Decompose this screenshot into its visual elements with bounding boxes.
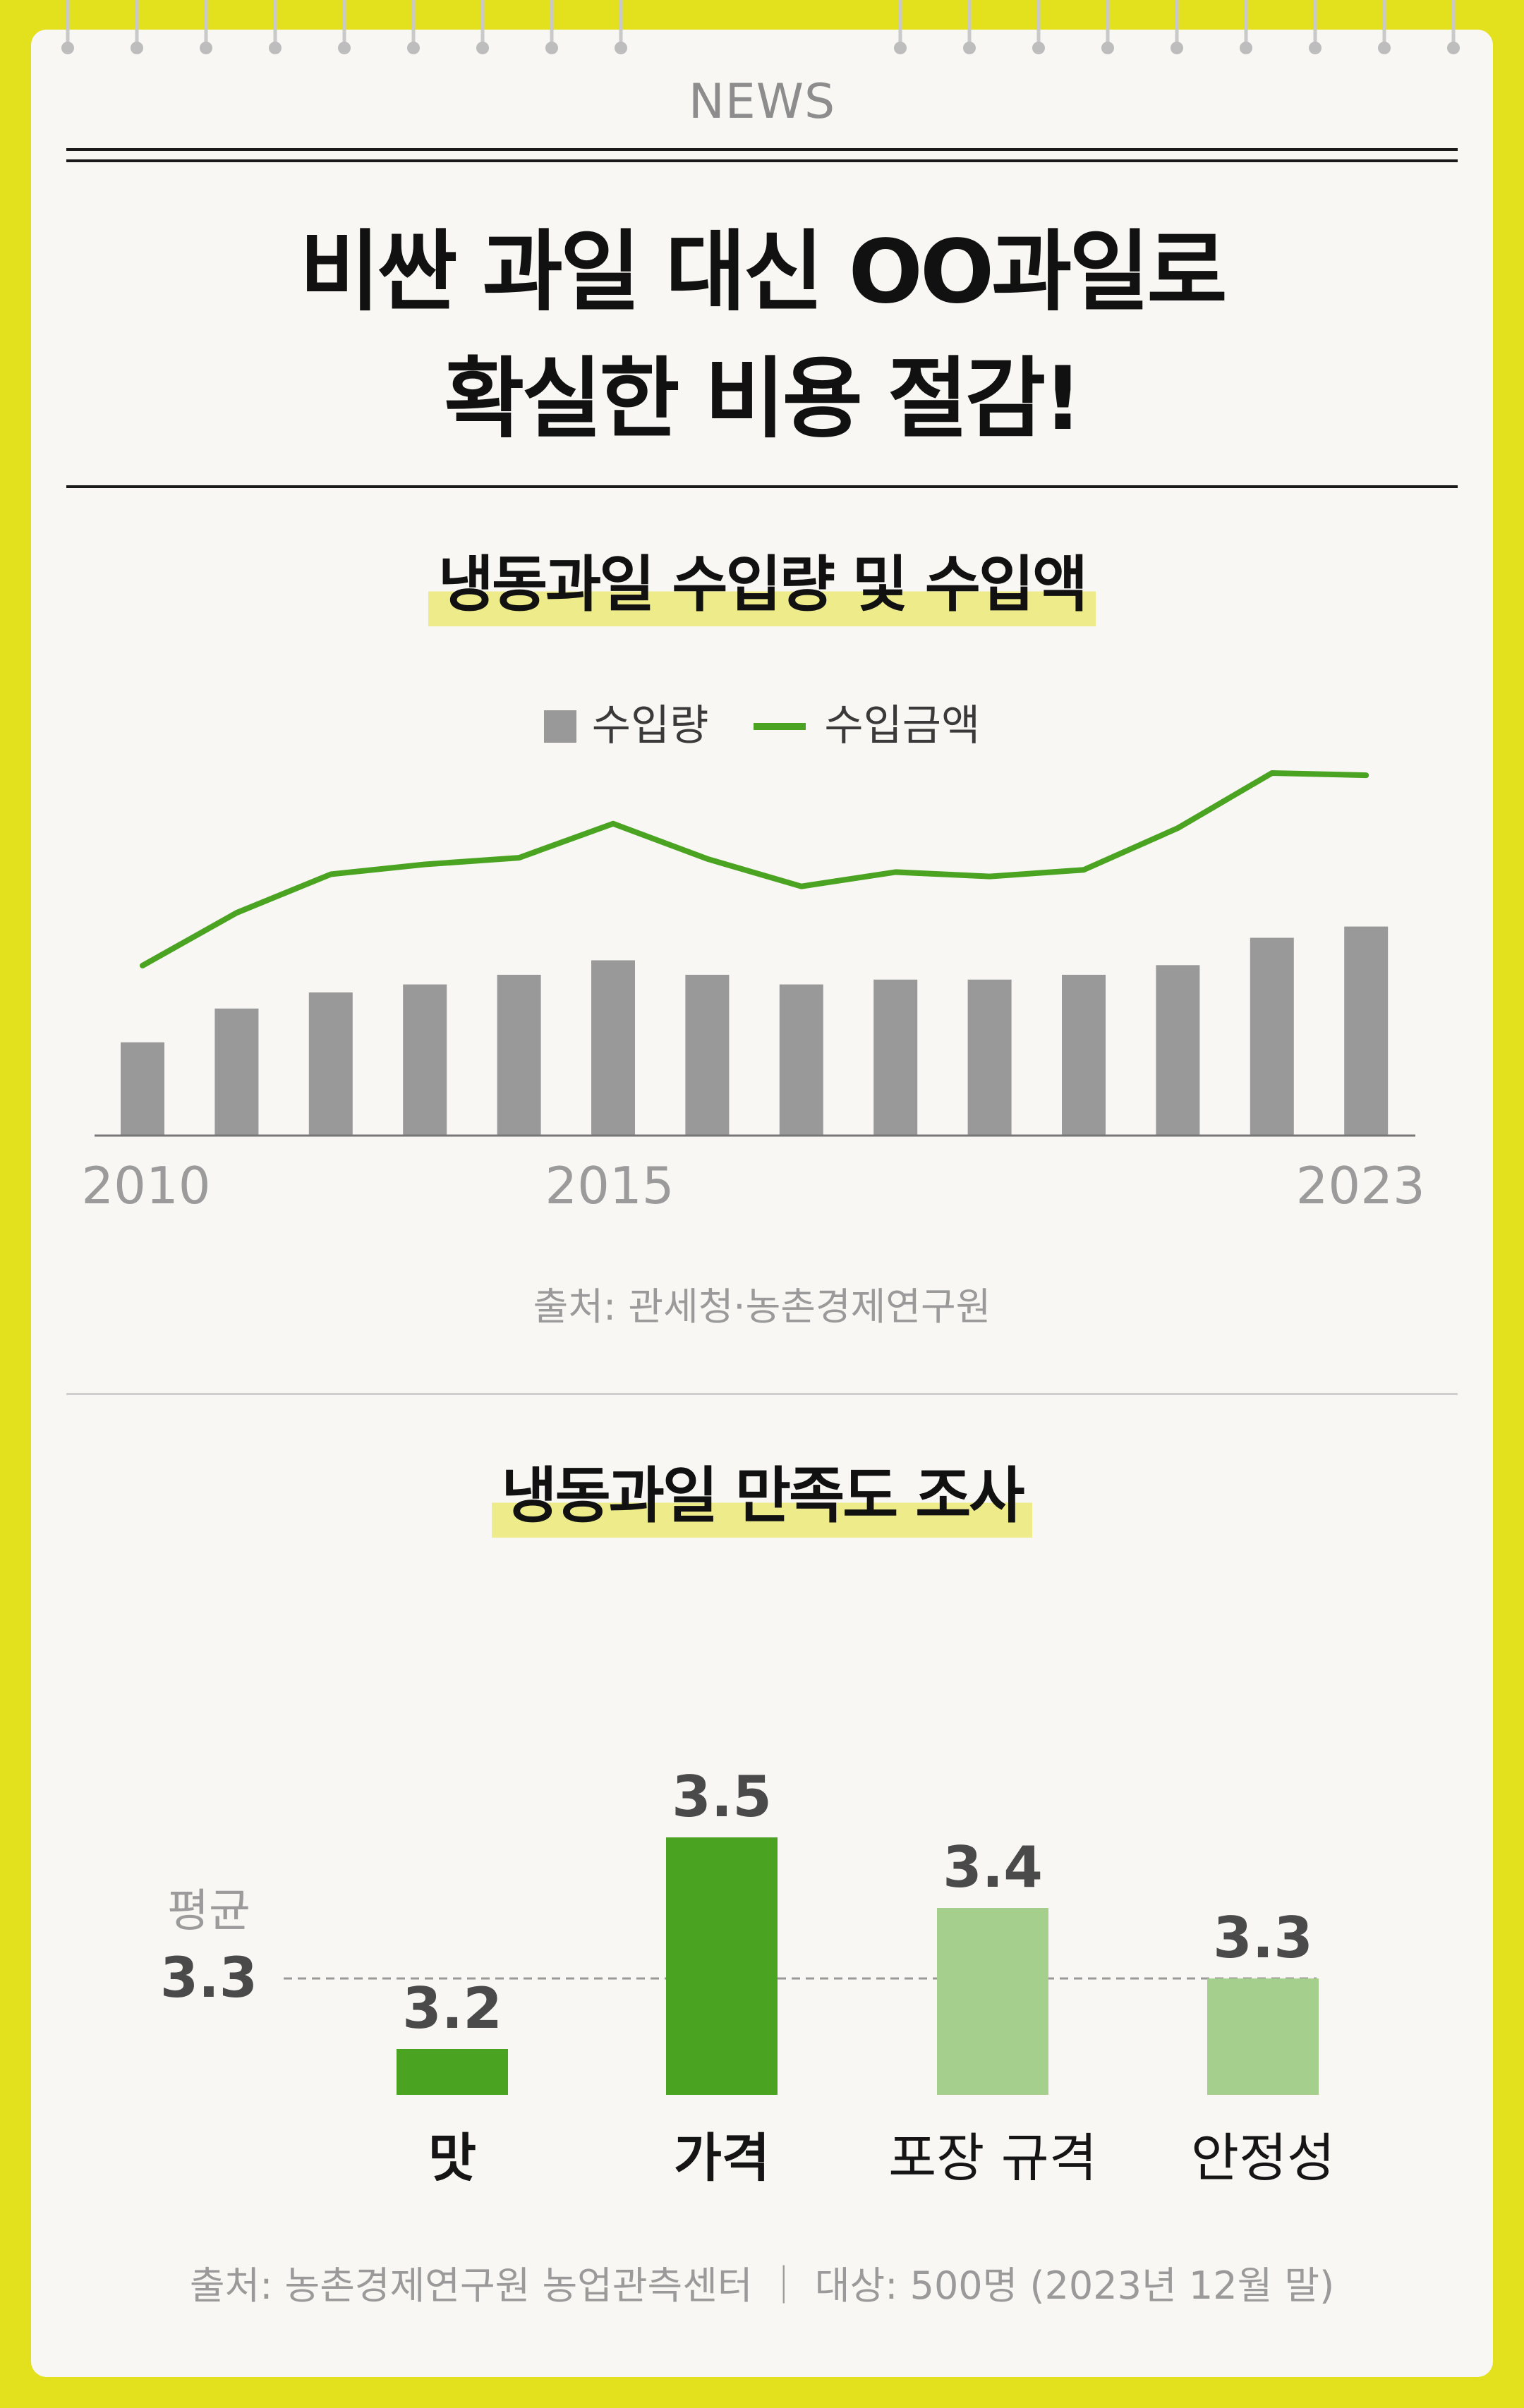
binder-ring <box>267 0 284 56</box>
x-tick-label: 2010 <box>81 1156 210 1215</box>
import-chart: 2010 2015 2023 <box>81 770 1425 1215</box>
chart1-source: 출처: 관세청·농촌경제연구원 <box>533 1284 991 1329</box>
category-label: 가격 <box>674 2128 770 2187</box>
import-value-line <box>140 770 1369 968</box>
chart1-legend: 수입량 수입금액 <box>0 691 1524 753</box>
import-volume-bar <box>1156 965 1200 1136</box>
binder-ring <box>1238 0 1254 56</box>
import-volume-bar <box>1344 926 1389 1136</box>
import-volume-bar <box>779 984 823 1136</box>
headline-line-1: 비싼 과일 대신 OO과일로 <box>299 221 1227 323</box>
import-volume-bar <box>1062 975 1106 1136</box>
x-tick-label: 2023 <box>1296 1156 1425 1215</box>
binder-ring <box>198 0 214 56</box>
bar-value-label: 3.3 <box>1213 1905 1313 1971</box>
import-volume-bar <box>214 1008 259 1136</box>
binder-ring <box>612 0 629 56</box>
legend-line-label: 수입금액 <box>824 701 981 750</box>
legend-line-swatch <box>754 723 806 730</box>
satisfaction-chart: 평균 3.3 3.2 맛 3.5 가격 3.4 포장 규격 3.3 안정성 <box>160 1764 1335 2187</box>
category-label: 안정성 <box>1191 2128 1335 2187</box>
chart2-source: 출처: 농촌경제연구원 농업관측센터 ｜ 대상: 500명 (2023년 12월… <box>189 2263 1335 2308</box>
import-volume-bar <box>121 1042 164 1136</box>
header-rule-bottom <box>66 159 1458 162</box>
binder-ring <box>1376 0 1393 56</box>
x-tick-label: 2015 <box>545 1156 674 1215</box>
binder-ring <box>474 0 491 56</box>
import-volume-bar <box>967 979 1012 1136</box>
bar-value-label: 3.4 <box>943 1835 1043 1900</box>
binder-ring <box>128 0 145 56</box>
chart2-title-wrap: 냉동과일 만족도 조사 <box>0 1454 1524 1538</box>
import-volume-bar <box>873 979 918 1136</box>
import-volume-bar <box>308 992 353 1136</box>
category-label: 포장 규격 <box>888 2128 1097 2187</box>
import-volume-bar <box>403 984 447 1136</box>
binder-ring <box>1307 0 1324 56</box>
chart2-title: 냉동과일 만족도 조사 <box>491 1454 1033 1538</box>
headline-line-2: 확실한 비용 절감! <box>444 348 1082 450</box>
import-volume-bar <box>1250 937 1294 1136</box>
binder-ring <box>1445 0 1462 56</box>
satisfaction-bar <box>937 1908 1048 2095</box>
satisfaction-bar <box>1207 1978 1319 2095</box>
binder-ring <box>961 0 978 56</box>
legend-bar-swatch <box>543 710 576 743</box>
binder-ring <box>1030 0 1047 56</box>
import-volume-bar <box>685 975 730 1136</box>
headline: 비싼 과일 대신 OO과일로 확실한 비용 절감! <box>0 209 1524 463</box>
binder-ring <box>59 0 76 56</box>
chart1-title-wrap: 냉동과일 수입량 및 수입액 <box>0 543 1524 626</box>
average-value: 3.3 <box>160 1947 258 2010</box>
news-label: NEWS <box>688 74 836 130</box>
chart1-title: 냉동과일 수입량 및 수입액 <box>428 543 1096 626</box>
binder-ring <box>1099 0 1116 56</box>
binder-ring <box>336 0 353 56</box>
binder-ring <box>543 0 560 56</box>
binder-ring <box>405 0 422 56</box>
import-volume-bar <box>591 960 635 1136</box>
legend-bar-label: 수입량 <box>591 701 709 750</box>
average-label: 평균 <box>167 1885 250 1938</box>
bar-value-label: 3.2 <box>402 1976 502 2041</box>
satisfaction-bar <box>666 1837 778 2095</box>
satisfaction-bar <box>397 2049 508 2095</box>
import-volume-bar <box>497 975 541 1136</box>
binder-ring <box>1168 0 1185 56</box>
section-divider <box>66 1393 1458 1395</box>
bar-value-label: 3.5 <box>672 1764 772 1830</box>
header-rule-top <box>66 148 1458 151</box>
headline-rule <box>66 485 1458 488</box>
category-label: 맛 <box>428 2128 476 2187</box>
binder-ring <box>892 0 909 56</box>
